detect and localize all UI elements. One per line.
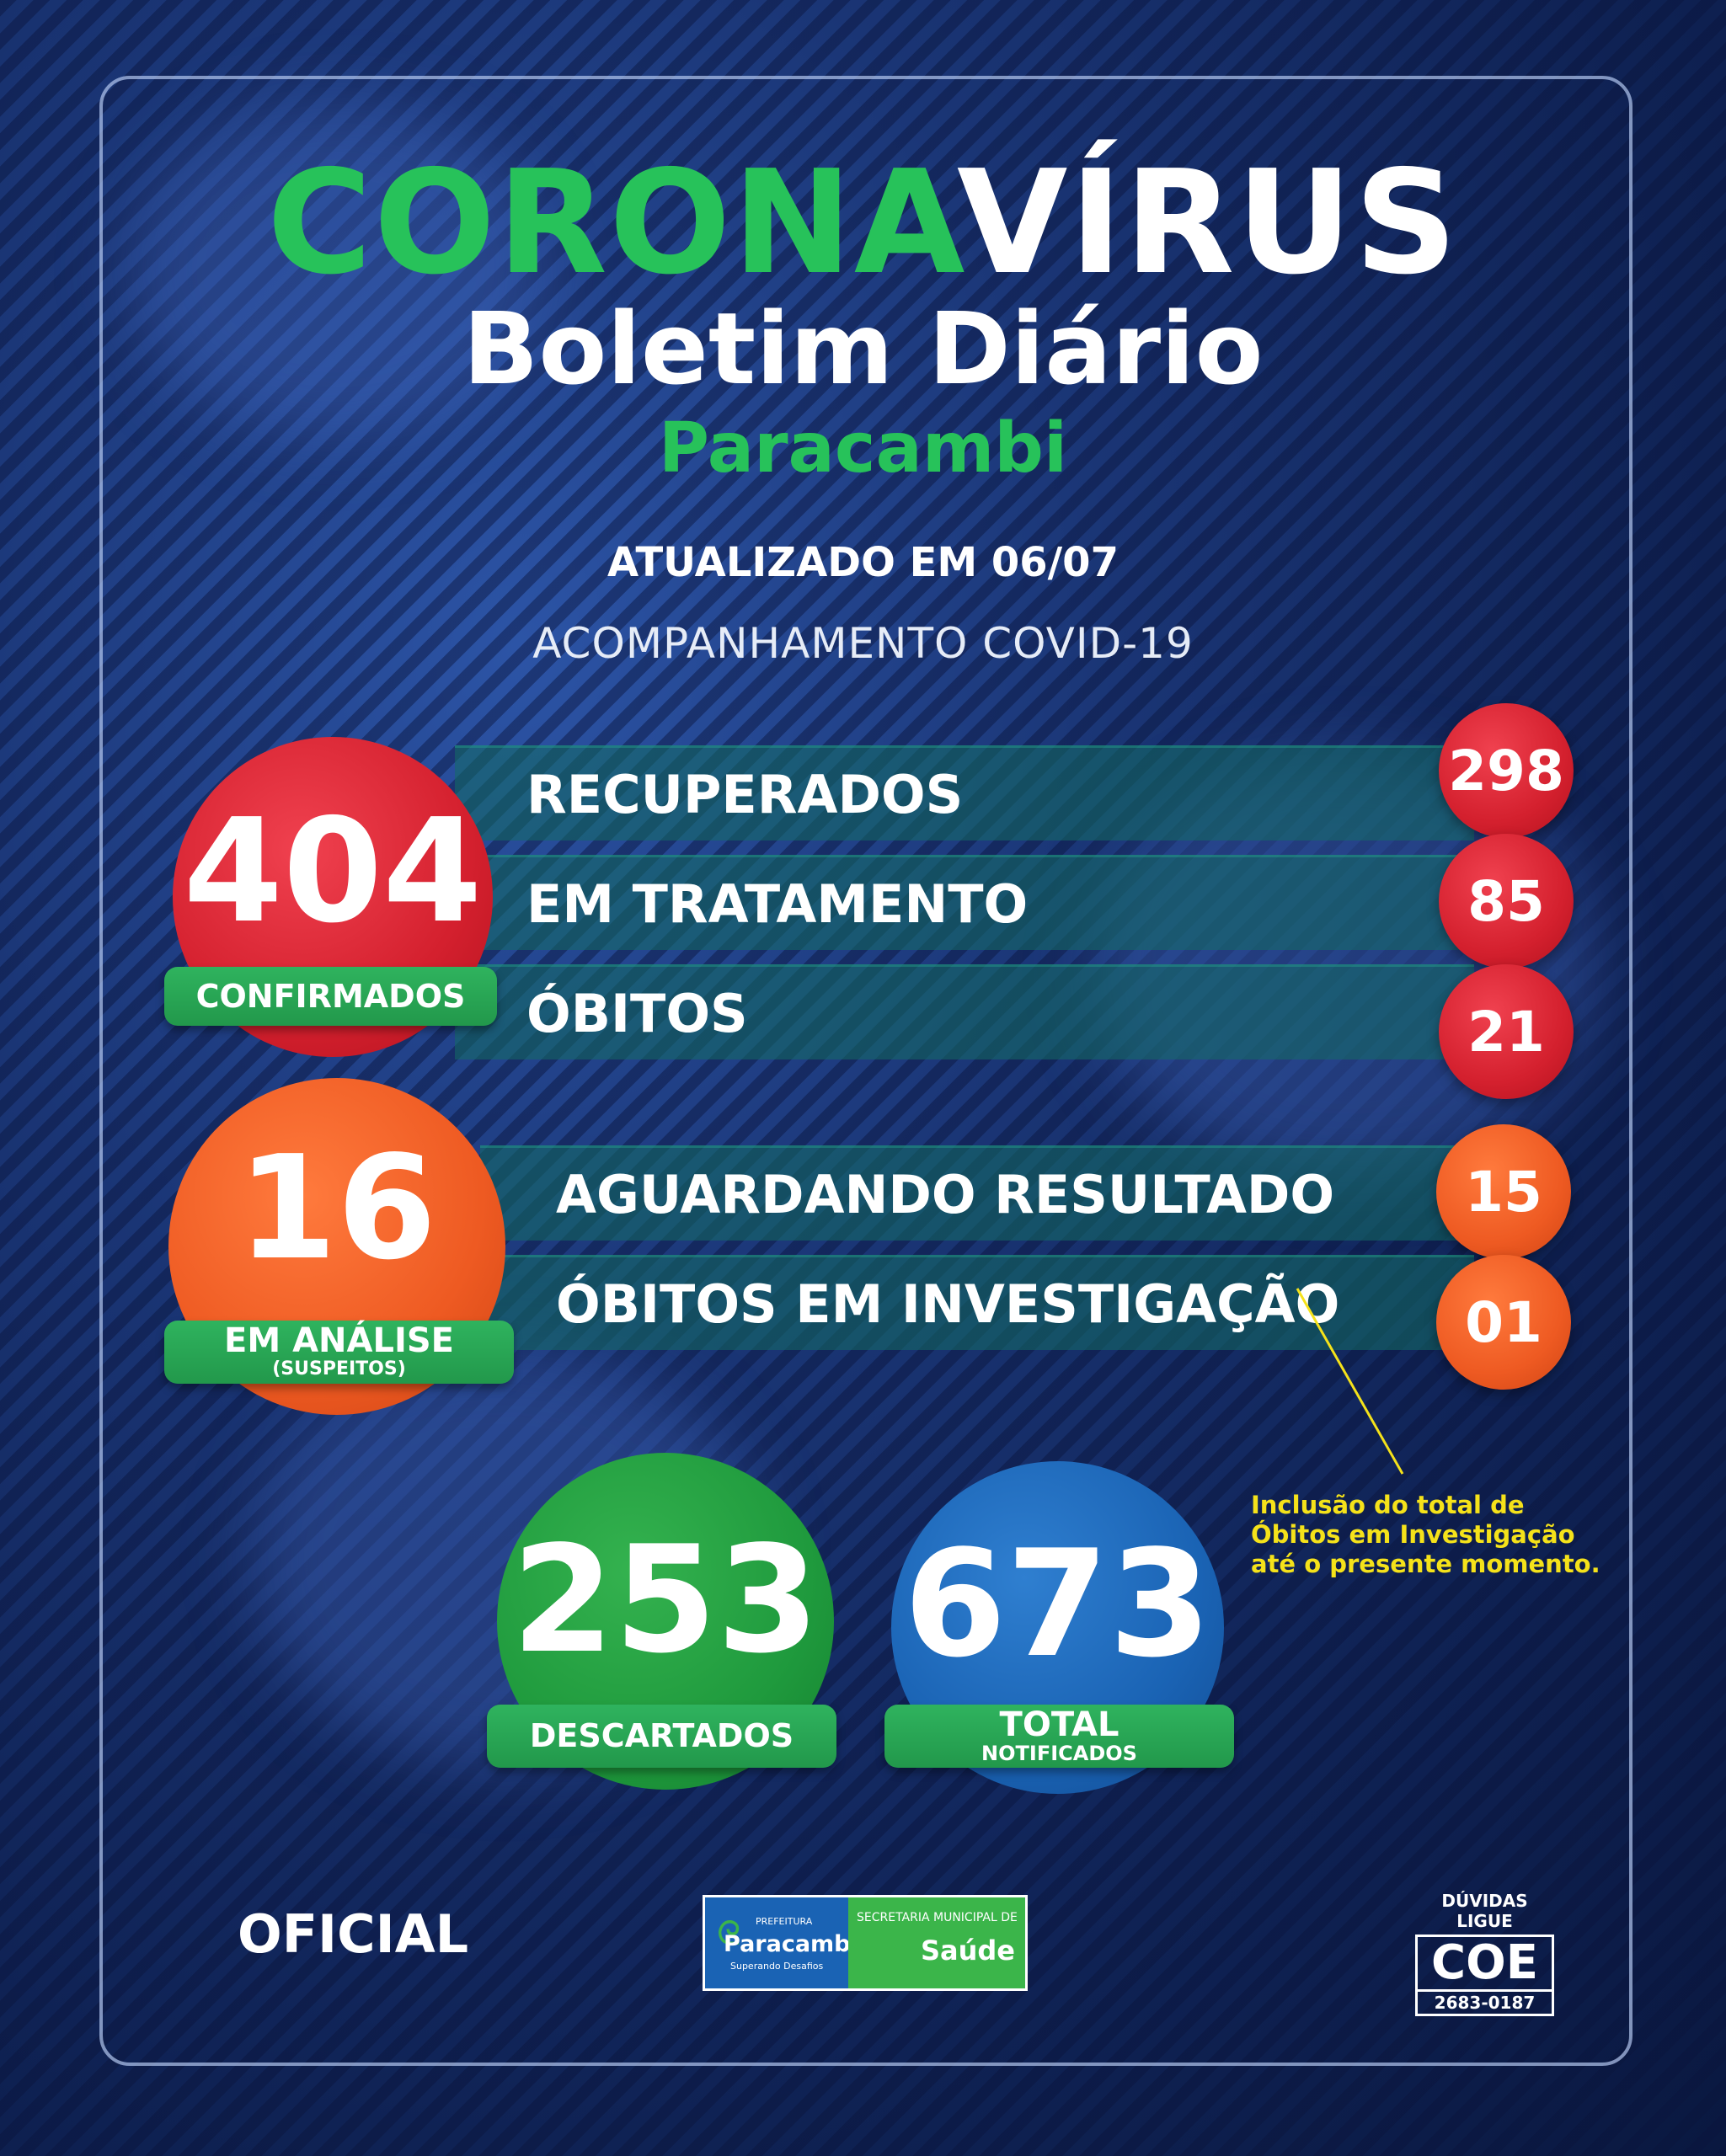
discarded-pill: DESCARTADOS [487, 1705, 836, 1768]
bar-aguardando [480, 1145, 1474, 1241]
bulletin-title: Boletim Diário [462, 291, 1264, 407]
aguardando-value: 15 [1465, 1159, 1542, 1225]
bar-em-tratamento [455, 855, 1474, 950]
notified-pill: TOTAL NOTIFICADOS [884, 1705, 1234, 1768]
label-obitos-investigacao: ÓBITOS EM INVESTIGAÇÃO [556, 1273, 1340, 1335]
em-tratamento-value: 85 [1467, 868, 1545, 934]
recuperados-value: 298 [1448, 738, 1564, 803]
logo-secretaria-text: SECRETARIA MUNICIPAL DE [857, 1911, 1018, 1924]
note-text: Inclusão do total de Óbitos em Investiga… [1251, 1491, 1600, 1578]
obitos-value: 21 [1467, 999, 1545, 1065]
discarded-label: DESCARTADOS [529, 1717, 794, 1754]
logo-swirl-icon: ᘓ [717, 1914, 741, 1953]
tracking-label: ACOMPANHAMENTO COVID-19 [532, 619, 1194, 668]
logo-prefeitura-text: PREFEITURA [756, 1916, 813, 1927]
logo-saude-text: Saúde [920, 1935, 1015, 1967]
bar-obitos-investigacao [480, 1255, 1474, 1350]
label-obitos: ÓBITOS [526, 983, 748, 1044]
analysis-pill: EM ANÁLISE (SUSPEITOS) [164, 1321, 514, 1384]
title-corona: CORONA [266, 140, 957, 307]
notified-label: TOTAL [999, 1705, 1119, 1744]
logo-city-text: Paracambi [724, 1931, 858, 1957]
notified-value: 673 [903, 1518, 1212, 1690]
prefeitura-logo: ᘓ PREFEITURA Paracambi Superando Desafio… [703, 1895, 1028, 1991]
main-title: CORONAVÍRUS [0, 152, 1726, 295]
label-em-tratamento: EM TRATAMENTO [526, 873, 1029, 935]
logo-secretaria-block: SECRETARIA MUNICIPAL DE Saúde [848, 1897, 1025, 1988]
confirmed-value: 404 [183, 788, 483, 955]
updated-date: ATUALIZADO EM 06/07 [607, 539, 1119, 586]
coe-contact: DÚVIDAS LIGUE COE 2683-0187 [1415, 1891, 1554, 2016]
em-tratamento-badge: 85 [1439, 834, 1574, 969]
confirmed-pill: CONFIRMADOS [164, 967, 497, 1026]
analysis-label: EM ANÁLISE [224, 1321, 454, 1360]
bar-obitos [455, 964, 1474, 1059]
coe-phone: 2683-0187 [1418, 1989, 1552, 2014]
label-aguardando: AGUARDANDO RESULTADO [556, 1164, 1335, 1225]
analysis-sublabel: (SUSPEITOS) [272, 1358, 406, 1380]
notified-sublabel: NOTIFICADOS [981, 1742, 1137, 1765]
coe-name: COE [1431, 1935, 1538, 1990]
logo-prefeitura-block: ᘓ PREFEITURA Paracambi Superando Desafio… [705, 1897, 858, 1988]
aguardando-badge: 15 [1436, 1124, 1571, 1259]
obitos-badge: 21 [1439, 964, 1574, 1099]
coe-top-text: DÚVIDAS LIGUE [1441, 1891, 1528, 1931]
background-glow [126, 101, 548, 438]
content-frame [99, 76, 1632, 2066]
bar-recuperados [455, 745, 1474, 841]
analysis-value: 16 [237, 1125, 437, 1292]
obitos-investigacao-badge: 01 [1436, 1255, 1571, 1390]
obitos-investigacao-value: 01 [1465, 1289, 1542, 1355]
logo-slogan-text: Superando Desafios [730, 1961, 824, 1972]
city-name: Paracambi [658, 408, 1068, 488]
title-virus: VÍRUS [956, 140, 1460, 307]
confirmed-label: CONFIRMADOS [195, 978, 466, 1015]
label-recuperados: RECUPERADOS [526, 764, 964, 825]
coe-box: COE 2683-0187 [1415, 1935, 1554, 2016]
recuperados-badge: 298 [1439, 703, 1574, 838]
note-pointer-line [1296, 1288, 1404, 1475]
discarded-value: 253 [511, 1514, 820, 1686]
official-label: OFICIAL [238, 1903, 469, 1965]
